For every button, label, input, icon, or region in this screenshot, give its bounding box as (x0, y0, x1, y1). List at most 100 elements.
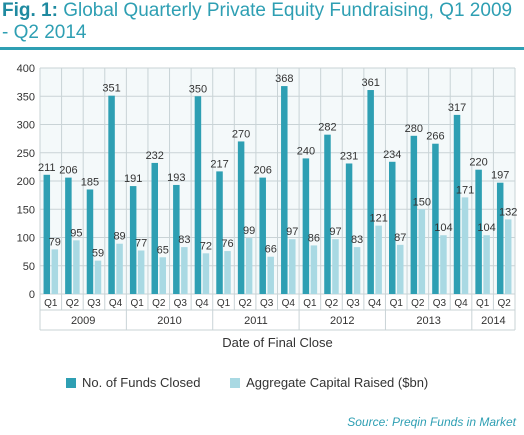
bar-funds-closed (496, 182, 504, 294)
x-tick-label: Q4 (368, 298, 382, 309)
x-tick-label: Q4 (195, 298, 209, 309)
data-label-funds: 220 (469, 157, 487, 169)
data-label-capital: 171 (456, 184, 474, 196)
data-label-funds: 193 (167, 172, 185, 184)
data-label-funds: 232 (146, 150, 164, 162)
data-label-funds: 351 (102, 83, 120, 95)
year-label: 2014 (481, 315, 505, 327)
x-tick-label: Q1 (390, 298, 404, 309)
bar-funds-closed (302, 158, 310, 294)
x-tick-label: Q4 (454, 298, 468, 309)
data-label-capital: 150 (413, 196, 431, 208)
legend-swatch-funds (66, 378, 76, 388)
data-label-capital: 104 (434, 222, 452, 234)
bar-capital-raised (137, 250, 145, 294)
bar-capital-raised (73, 240, 80, 294)
data-label-capital: 97 (286, 226, 298, 238)
x-tick-label: Q2 (498, 298, 512, 309)
x-tick-label: Q2 (66, 298, 80, 309)
data-label-capital: 89 (113, 231, 125, 243)
bar-funds-closed (237, 141, 245, 294)
x-tick-label: Q1 (476, 298, 490, 309)
bar-capital-raised (418, 209, 426, 294)
bar-capital-raised (461, 197, 469, 294)
data-label-funds: 361 (361, 77, 379, 89)
data-label-capital: 79 (49, 236, 61, 248)
legend: No. of Funds Closed Aggregate Capital Ra… (66, 375, 454, 390)
data-label-funds: 280 (405, 123, 423, 135)
data-label-funds: 217 (210, 158, 228, 170)
bar-funds-closed (324, 134, 331, 294)
x-tick-label: Q1 (217, 298, 231, 309)
bar-capital-raised (483, 235, 490, 294)
data-label-capital: 87 (394, 232, 406, 244)
x-tick-label: Q1 (130, 298, 144, 309)
y-tick-label: 350 (17, 91, 35, 103)
bar-funds-closed (453, 114, 461, 295)
data-label-capital: 132 (499, 206, 517, 218)
data-label-capital: 65 (157, 244, 169, 256)
y-tick-label: 0 (29, 289, 35, 301)
x-tick-label: Q1 (303, 298, 317, 309)
y-tick-label: 100 (17, 233, 35, 245)
y-tick-label: 250 (17, 148, 35, 160)
data-label-funds: 282 (318, 122, 336, 134)
x-tick-label: Q3 (87, 298, 101, 309)
legend-item-funds: No. of Funds Closed (66, 375, 201, 390)
legend-item-capital: Aggregate Capital Raised ($bn) (230, 375, 428, 390)
x-tick-label: Q2 (152, 298, 166, 309)
data-label-funds: 206 (59, 165, 77, 177)
x-tick-label: Q2 (411, 298, 425, 309)
data-label-capital: 77 (135, 237, 147, 249)
legend-label-funds: No. of Funds Closed (82, 375, 201, 390)
data-label-funds: 211 (38, 162, 56, 174)
data-label-funds: 317 (448, 102, 466, 114)
data-label-capital: 83 (351, 234, 363, 246)
data-label-funds: 185 (81, 176, 99, 188)
bar-capital-raised (375, 225, 382, 294)
x-tick-label: Q3 (260, 298, 274, 309)
y-tick-label: 150 (17, 204, 35, 216)
data-label-capital: 59 (92, 248, 104, 260)
title-rule (0, 47, 524, 50)
bar-funds-closed (65, 177, 72, 294)
y-tick-label: 300 (17, 120, 35, 132)
data-label-funds: 266 (426, 131, 444, 143)
bar-capital-raised (224, 251, 231, 294)
bar-capital-raised (181, 247, 188, 294)
data-label-funds: 240 (297, 145, 315, 157)
bar-capital-raised (440, 235, 447, 294)
data-label-capital: 95 (70, 227, 82, 239)
x-tick-label: Q3 (346, 298, 360, 309)
bar-funds-closed (259, 177, 266, 294)
x-tick-label: Q1 (44, 298, 58, 309)
data-label-funds: 350 (189, 83, 207, 95)
legend-swatch-capital (230, 378, 241, 388)
bar-funds-closed (216, 171, 223, 294)
year-label: 2012 (330, 315, 354, 327)
bar-capital-raised (310, 245, 318, 294)
bar-funds-closed (43, 174, 51, 294)
bar-funds-closed (194, 96, 202, 294)
data-label-capital: 99 (243, 225, 255, 237)
bar-capital-raised (289, 239, 296, 294)
data-label-capital: 76 (221, 238, 233, 250)
bar-capital-raised (245, 238, 253, 294)
data-label-capital: 97 (329, 226, 341, 238)
bar-capital-raised (353, 247, 361, 294)
data-label-funds: 270 (232, 128, 250, 140)
year-label: 2010 (157, 315, 181, 327)
data-label-capital: 66 (265, 244, 277, 256)
bar-funds-closed (173, 184, 180, 294)
data-label-capital: 86 (308, 232, 320, 244)
chart-title: Fig. 1: Global Quarterly Private Equity … (2, 0, 522, 44)
data-label-capital: 83 (178, 234, 190, 246)
data-label-capital: 104 (477, 222, 495, 234)
x-tick-label: Q3 (174, 298, 188, 309)
year-label: 2009 (71, 315, 95, 327)
figure-label: Fig. 1: (2, 0, 58, 21)
y-tick-label: 200 (17, 176, 35, 188)
x-tick-label: Q3 (433, 298, 447, 309)
